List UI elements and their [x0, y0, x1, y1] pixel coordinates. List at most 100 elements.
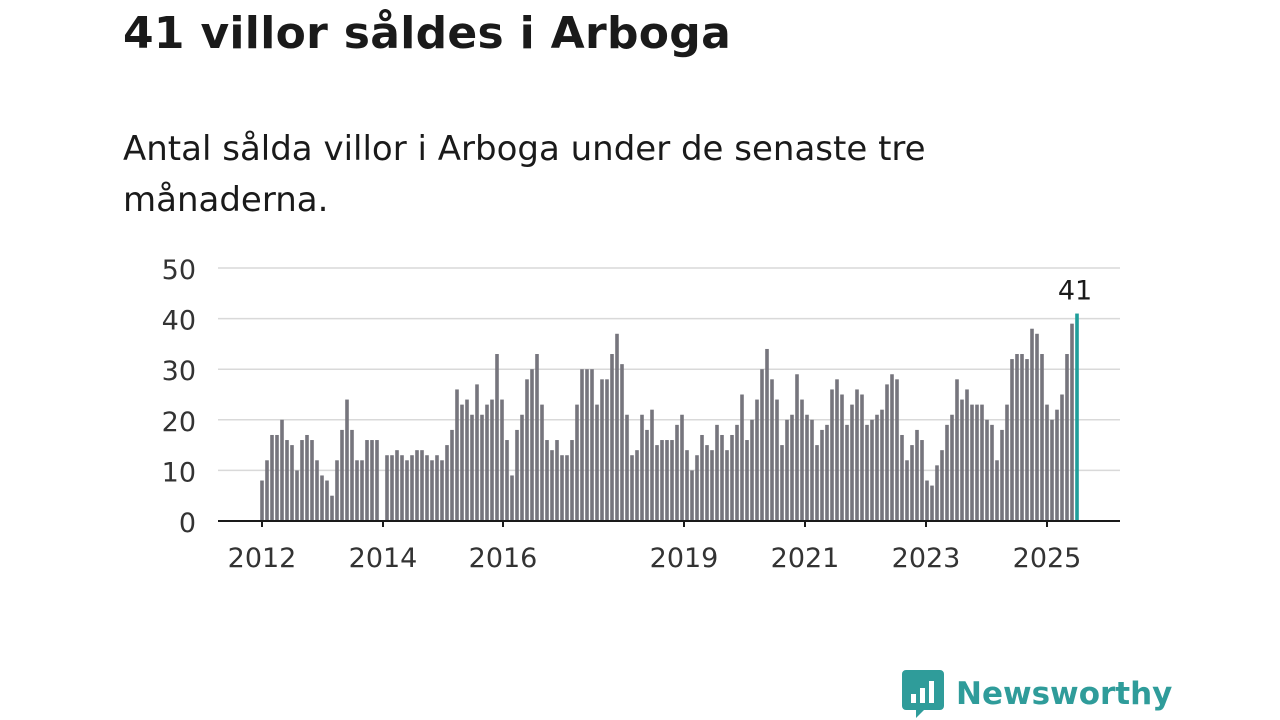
bar: [520, 414, 524, 521]
bar: [400, 455, 404, 521]
x-tick-label: 2023: [892, 543, 961, 574]
bar: [535, 354, 539, 521]
bar: [850, 404, 854, 521]
bar: [350, 429, 354, 521]
bar: [585, 369, 589, 521]
bar: [785, 419, 789, 521]
bar: [715, 424, 719, 521]
bar: [725, 450, 729, 521]
bar: [435, 455, 439, 521]
bar: [625, 414, 629, 521]
bar: [675, 424, 679, 521]
bar: [755, 399, 759, 521]
bar: [490, 399, 494, 521]
bar: [330, 495, 334, 521]
bar: [955, 379, 959, 521]
bar: [450, 429, 454, 521]
bar: [465, 399, 469, 521]
bar: [530, 369, 534, 521]
bar: [710, 450, 714, 521]
bar: [295, 470, 299, 521]
bar: [325, 480, 329, 521]
bar: [875, 414, 879, 521]
bar: [270, 434, 274, 521]
bar: [835, 379, 839, 521]
y-tick-label: 50: [162, 255, 196, 286]
bar: [1050, 419, 1054, 521]
bar: [800, 399, 804, 521]
bar: [775, 399, 779, 521]
bar: [870, 419, 874, 521]
bar: [445, 445, 449, 521]
bar: [1035, 333, 1039, 521]
bar: [630, 455, 634, 521]
bar: [550, 450, 554, 521]
bar: [560, 455, 564, 521]
bar: [410, 455, 414, 521]
y-tick-label: 0: [179, 508, 196, 539]
bar: [780, 445, 784, 521]
bar-chart: 0 10 20 30 40 50 2012 2014 2016 2019 2021 2023 2025…: [162, 255, 1120, 574]
bar: [285, 440, 289, 521]
bar: [730, 434, 734, 521]
bar: [495, 354, 499, 521]
bar: [805, 414, 809, 521]
bar: [485, 404, 489, 521]
bar: [695, 455, 699, 521]
y-axis: 0 10 20 30 40 50: [162, 255, 196, 539]
bar: [405, 460, 409, 521]
bar: [840, 394, 844, 521]
x-tick-label: 2012: [228, 543, 297, 574]
bar: [995, 460, 999, 521]
bar: [930, 485, 934, 521]
bar: [1040, 354, 1044, 521]
bar: [320, 475, 324, 521]
bar: [545, 440, 549, 521]
bar: [750, 419, 754, 521]
bar: [1060, 394, 1064, 521]
bar: [830, 389, 834, 521]
bar: [430, 460, 434, 521]
bar: [440, 460, 444, 521]
bar: [945, 424, 949, 521]
bar: [300, 440, 304, 521]
bar: [865, 424, 869, 521]
x-tick-label: 2019: [650, 543, 719, 574]
bar: [1020, 354, 1024, 521]
bar: [505, 440, 509, 521]
bar: [620, 364, 624, 521]
bar: [735, 424, 739, 521]
bar: [740, 394, 744, 521]
bar: [305, 434, 309, 521]
bar: [335, 460, 339, 521]
bar: [290, 445, 294, 521]
bar: [890, 374, 894, 521]
bar: [570, 440, 574, 521]
x-tick-label: 2021: [771, 543, 840, 574]
bars: [260, 313, 1079, 521]
bar: [880, 409, 884, 521]
bar: [820, 429, 824, 521]
bar: [765, 348, 769, 521]
bar: [395, 450, 399, 521]
bar: [1045, 404, 1049, 521]
last-value-label: 41: [1058, 276, 1092, 307]
bar: [355, 460, 359, 521]
bar: [1065, 354, 1069, 521]
bar: [855, 389, 859, 521]
bar: [420, 450, 424, 521]
bar: [470, 414, 474, 521]
x-axis: 2012 2014 2016 2019 2021 2023 2025: [218, 520, 1120, 574]
bar: [990, 424, 994, 521]
bar: [635, 450, 639, 521]
bar: [970, 404, 974, 521]
bar: [280, 419, 284, 521]
bar: [845, 424, 849, 521]
bar: [260, 480, 264, 521]
bar: [610, 354, 614, 521]
chart-subtitle: Antal sålda villor i Arboga under de sen…: [123, 129, 926, 220]
bar: [475, 384, 479, 521]
bar: [310, 440, 314, 521]
y-tick-label: 30: [162, 356, 196, 387]
bar: [810, 419, 814, 521]
